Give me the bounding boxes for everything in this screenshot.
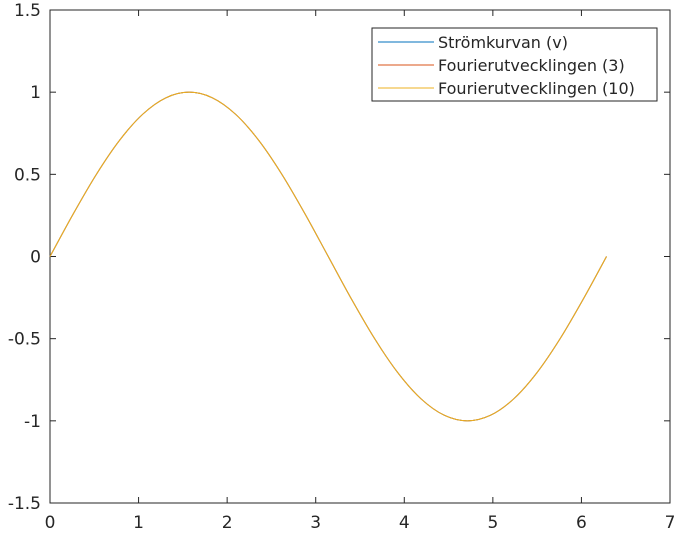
y-tick-label: 1.5: [14, 1, 41, 21]
y-tick-label: -1: [24, 412, 41, 432]
y-tick-label: 0.5: [14, 165, 41, 185]
y-tick-label: -1.5: [8, 494, 41, 514]
x-tick-label: 2: [222, 513, 233, 533]
x-tick-label: 7: [665, 513, 676, 533]
y-tick-label: 0: [30, 248, 41, 268]
y-tick-label: -0.5: [8, 330, 41, 350]
x-tick-label: 1: [133, 513, 144, 533]
x-tick-label: 5: [487, 513, 498, 533]
series-line-3: [49, 91, 607, 422]
legend: Strömkurvan (v) Fourierutvecklingen (3) Fo…: [371, 27, 658, 102]
x-tick-label: 0: [45, 513, 56, 533]
legend-label: Fourierutvecklingen (3): [438, 56, 625, 75]
x-tick-label: 6: [576, 513, 587, 533]
axis-ticks: 0 1 2 3 4 5 6 7 -1.5 -1 -0.5 0 0.5 1 1.5: [8, 1, 676, 533]
x-tick-label: 4: [399, 513, 410, 533]
y-tick-label: 1: [30, 83, 41, 103]
series-lines: [49, 91, 607, 422]
legend-label: Strömkurvan (v): [438, 33, 568, 52]
x-tick-label: 3: [310, 513, 321, 533]
legend-label: Fourierutvecklingen (10): [438, 79, 635, 98]
